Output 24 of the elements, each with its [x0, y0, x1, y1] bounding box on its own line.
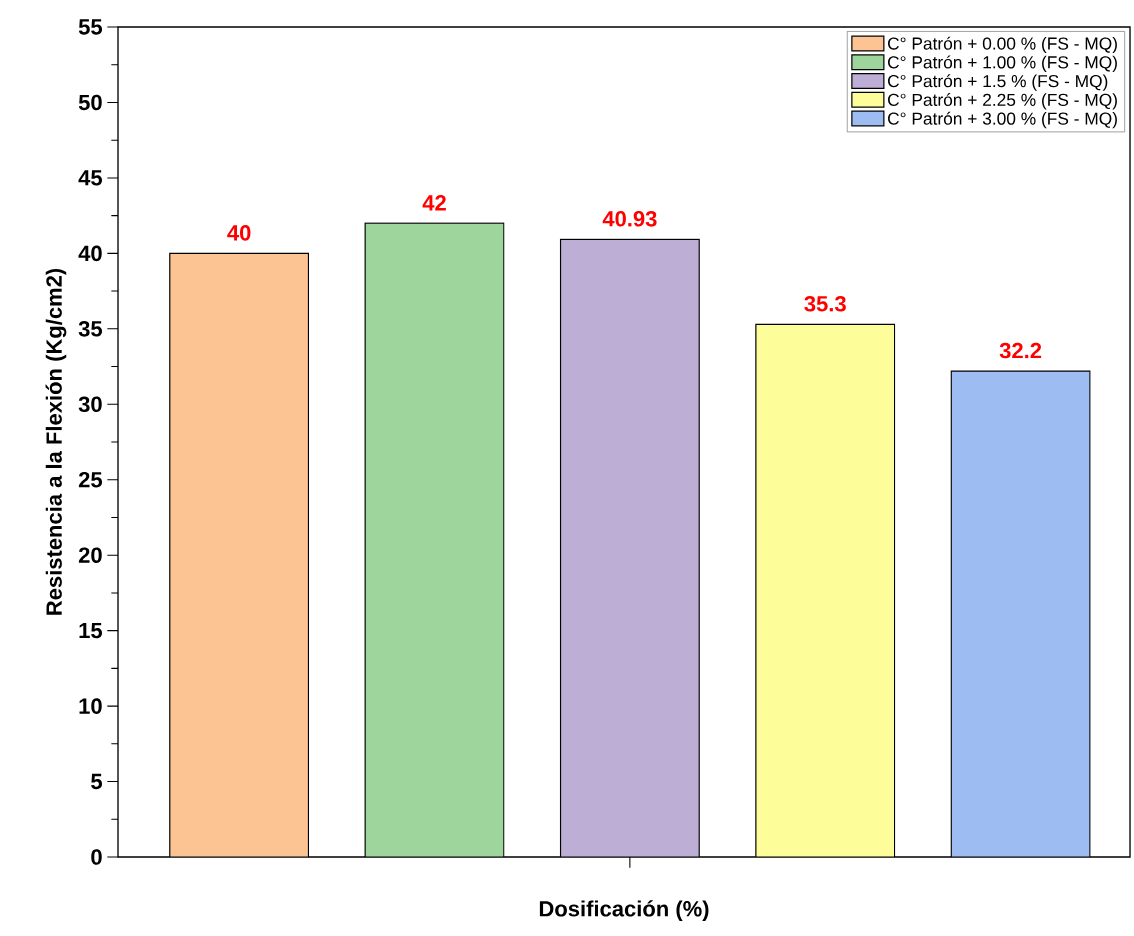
legend-label: C° Patrón + 1.00 % (FS - MQ)	[888, 55, 1117, 72]
legend-label: C° Patrón + 1.5 % (FS - MQ)	[888, 74, 1108, 91]
legend-label: C° Patrón + 3.00 % (FS - MQ)	[888, 111, 1117, 129]
y-tick-label: 5	[91, 773, 103, 790]
x-axis-title: Dosificación (%)	[539, 900, 709, 921]
y-tick-label: 25	[78, 471, 103, 488]
y-tick-label: 10	[79, 698, 102, 714]
legend-label: C° Patrón + 2.25 % (FS - MQ)	[888, 93, 1117, 110]
data-label: 35.3	[804, 295, 846, 312]
data-label: 32.2	[999, 342, 1042, 359]
y-tick-label: 55	[78, 19, 103, 35]
legend-label: C° Patrón + 0.00 % (FS - MQ)	[888, 36, 1117, 54]
y-tick-label: 30	[78, 396, 102, 413]
y-axis-title: Resistencia a la Flexión (Kg/cm2)	[45, 268, 67, 615]
y-tick-label: 40	[78, 245, 102, 262]
y-tick-label: 15	[79, 622, 103, 639]
y-tick-label: 0	[91, 849, 102, 865]
y-tick-label: 45	[78, 170, 103, 186]
data-label: 40	[227, 225, 251, 241]
y-tick-label: 35	[78, 321, 103, 337]
data-label: 42	[422, 195, 446, 211]
data-label: 40.93	[602, 211, 657, 227]
y-tick-label: 50	[78, 94, 102, 111]
y-tick-label: 20	[78, 547, 102, 563]
